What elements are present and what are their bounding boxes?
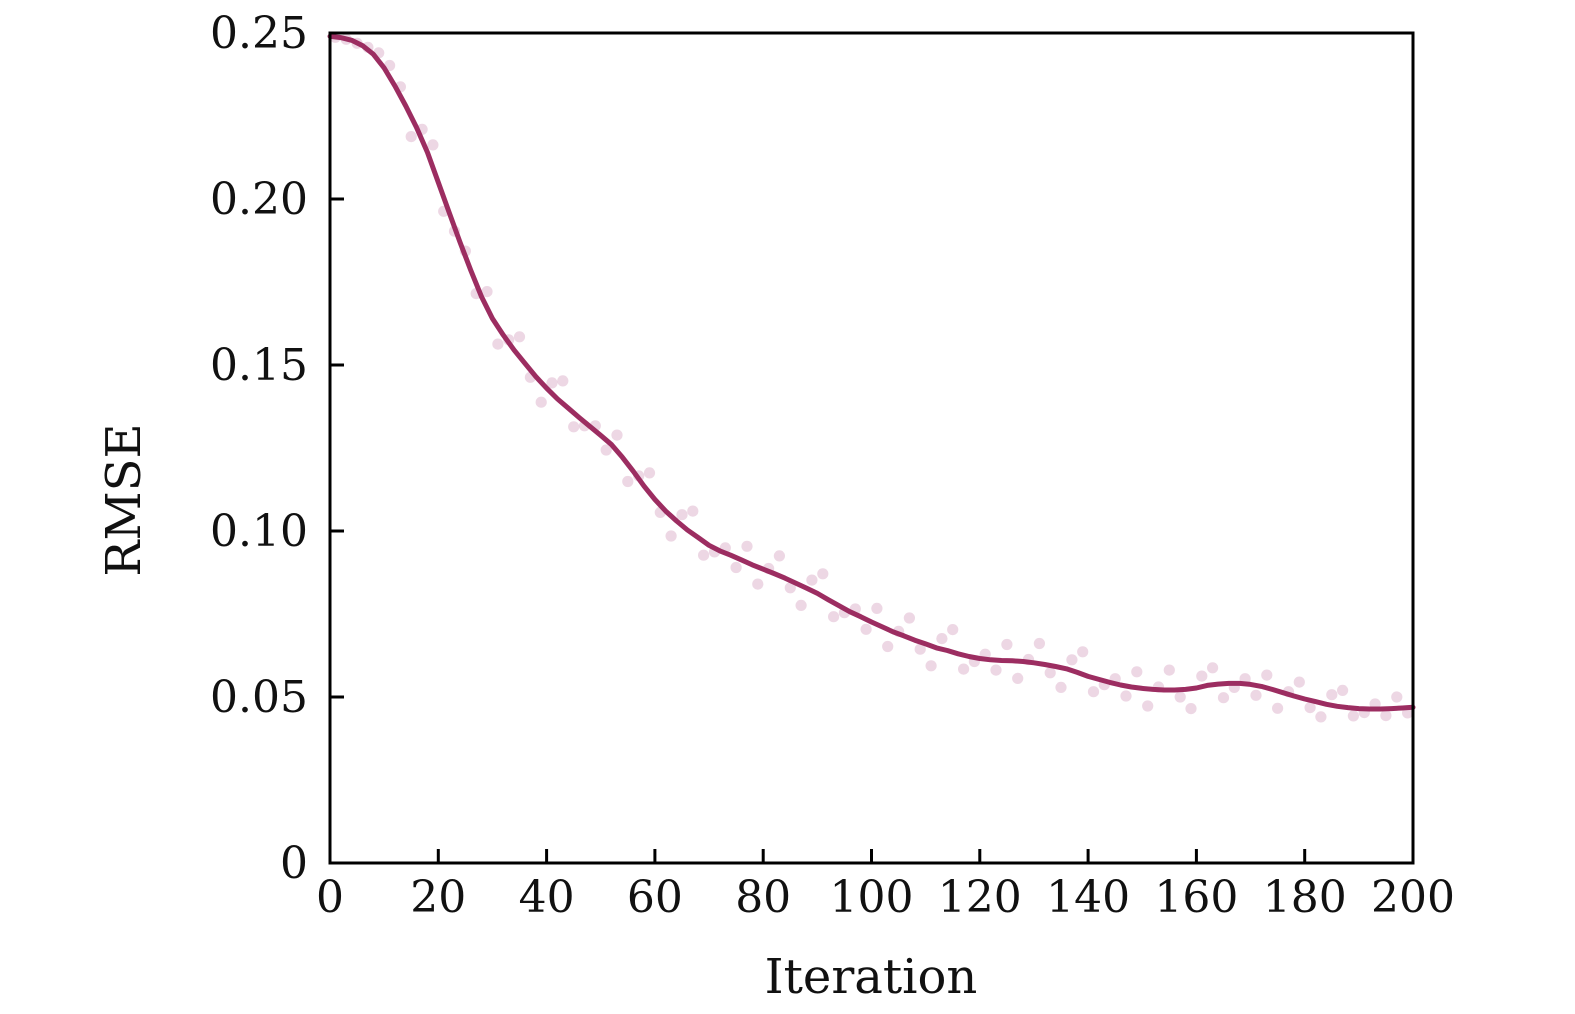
y-axis-ticks xyxy=(330,197,344,699)
scatter-point xyxy=(936,633,948,645)
x-tick-label: 100 xyxy=(830,872,914,923)
scatter-point xyxy=(990,664,1002,676)
scatter-point xyxy=(622,475,634,488)
scatter-point xyxy=(1315,711,1327,723)
x-tick-label: 60 xyxy=(627,872,683,923)
scatter-point xyxy=(730,561,742,574)
scatter-point xyxy=(535,396,547,408)
x-tick-label: 20 xyxy=(410,872,466,923)
y-axis-label: RMSE xyxy=(96,423,152,576)
scatter-point xyxy=(784,582,796,594)
line-series xyxy=(327,33,1416,712)
scatter-point xyxy=(773,550,786,562)
scatter-point xyxy=(1077,646,1089,658)
x-tick-label: 200 xyxy=(1371,872,1455,923)
scatter-point xyxy=(1131,666,1143,678)
scatter-point xyxy=(817,568,829,580)
scatter-point xyxy=(1326,689,1338,701)
scatter-point xyxy=(1087,686,1100,698)
scatter-point xyxy=(1391,691,1403,703)
scatter-point xyxy=(871,602,883,615)
x-tick-label: 140 xyxy=(1046,872,1130,923)
scatter-point xyxy=(1261,669,1273,681)
scatter-point xyxy=(1250,689,1262,701)
scatter-point xyxy=(481,286,493,298)
scatter-point xyxy=(925,660,937,672)
scatter-point xyxy=(947,624,959,636)
scatter-point xyxy=(1196,670,1208,682)
scatter-point xyxy=(806,574,818,586)
scatter-point xyxy=(903,612,916,624)
scatter-point xyxy=(492,338,504,350)
scatter-point xyxy=(1163,664,1175,676)
scatter-point xyxy=(882,640,894,653)
x-tick-label: 40 xyxy=(519,872,575,923)
scatter-series xyxy=(329,31,1414,723)
scatter-point xyxy=(1044,667,1056,679)
scatter-point xyxy=(513,331,526,343)
scatter-point xyxy=(1033,637,1045,650)
x-axis-tick-labels: 0 20 40 60 80 100 120 140 160 180 200 xyxy=(316,872,1455,923)
scatter-point xyxy=(600,444,612,456)
scatter-point xyxy=(1001,638,1013,651)
scatter-point xyxy=(427,139,439,151)
scatter-point xyxy=(752,578,764,590)
scatter-point xyxy=(1066,654,1078,666)
x-tick-label: 160 xyxy=(1154,872,1238,923)
scatter-point xyxy=(611,429,623,441)
scatter-point xyxy=(828,611,840,623)
scatter-point xyxy=(1120,690,1132,702)
y-tick-label: 0 xyxy=(280,838,308,889)
scatter-point xyxy=(665,530,677,542)
y-tick-label: 0.05 xyxy=(210,672,308,723)
y-tick-label: 0.20 xyxy=(210,174,308,225)
scatter-point xyxy=(958,663,970,675)
scatter-point xyxy=(1337,684,1349,697)
x-tick-label: 180 xyxy=(1263,872,1347,923)
scatter-point xyxy=(1217,692,1230,704)
scatter-point xyxy=(1185,703,1197,715)
scatter-point xyxy=(568,421,580,433)
x-tick-label: 80 xyxy=(735,872,791,923)
scatter-point xyxy=(643,467,656,479)
scatter-point xyxy=(676,509,688,521)
scatter-point xyxy=(795,599,807,612)
scatter-point xyxy=(1055,681,1067,694)
scatter-point xyxy=(1347,710,1359,722)
scatter-point xyxy=(546,377,558,389)
scatter-point xyxy=(1174,691,1186,703)
y-tick-label: 0.25 xyxy=(210,8,308,59)
scatter-point xyxy=(557,375,569,387)
x-axis-ticks xyxy=(436,849,1307,863)
x-axis-label: Iteration xyxy=(765,949,978,1005)
y-tick-label: 0.10 xyxy=(210,506,308,557)
scatter-point xyxy=(1380,710,1392,722)
scatter-point xyxy=(914,643,926,655)
scatter-point xyxy=(1012,672,1024,685)
plot-border xyxy=(328,31,1415,865)
scatter-point xyxy=(1304,702,1316,714)
x-tick-label: 0 xyxy=(316,872,344,923)
scatter-point xyxy=(698,549,710,561)
scatter-point xyxy=(1293,676,1305,688)
scatter-point xyxy=(1272,702,1284,714)
scatter-point xyxy=(1207,662,1219,674)
scatter-point xyxy=(741,540,753,552)
scatter-point xyxy=(860,623,872,635)
y-axis-tick-labels: 0 0.05 0.10 0.15 0.20 0.25 xyxy=(210,8,308,889)
scatter-point xyxy=(1142,700,1154,712)
scatter-point xyxy=(687,505,699,517)
y-tick-label: 0.15 xyxy=(210,340,308,391)
scatter-point xyxy=(405,131,417,143)
x-tick-label: 120 xyxy=(938,872,1022,923)
